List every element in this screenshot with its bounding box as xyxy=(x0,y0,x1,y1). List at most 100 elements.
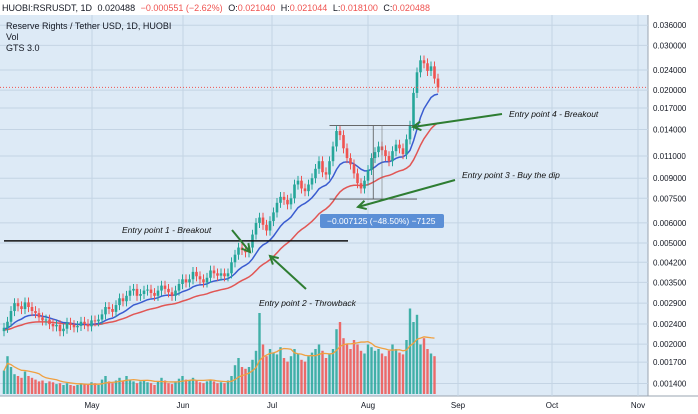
candle-body xyxy=(282,196,286,200)
candle-body xyxy=(48,319,51,325)
volume-bar xyxy=(55,384,58,394)
volume-bar xyxy=(300,359,303,394)
candle xyxy=(205,272,209,288)
legend-title[interactable]: Reserve Rights / Tether USD, 1D, HUOBI xyxy=(6,21,171,31)
candle-body xyxy=(6,321,9,328)
candle xyxy=(16,298,20,312)
header-bar xyxy=(0,0,698,15)
candle xyxy=(142,285,146,300)
arrow-head xyxy=(355,200,367,211)
header-o-label: O: xyxy=(228,3,238,13)
volume-bar xyxy=(27,376,30,394)
volume-bar xyxy=(429,353,433,394)
volume-bar xyxy=(352,340,356,394)
candle xyxy=(391,146,394,167)
candle xyxy=(209,265,212,283)
candle xyxy=(268,216,272,236)
candle-body xyxy=(342,135,345,149)
candle-body xyxy=(79,321,83,326)
time-axis-area[interactable] xyxy=(0,396,698,414)
candle xyxy=(219,268,223,281)
y-tick-label: 0.024000 xyxy=(653,66,687,75)
arrow-shaft xyxy=(231,229,251,253)
legend-gts[interactable]: GTS 3.0 xyxy=(6,43,40,53)
candle xyxy=(65,317,69,334)
candle-body xyxy=(426,63,429,71)
volume-bar xyxy=(223,383,226,394)
measure-box[interactable] xyxy=(320,214,444,228)
entry4-label: Entry point 4 - Breakout xyxy=(509,109,599,119)
candle-body xyxy=(433,66,436,79)
volume-bar xyxy=(118,377,121,394)
candle xyxy=(331,141,335,167)
arrow-head xyxy=(241,242,252,254)
candle-body xyxy=(268,221,272,231)
candle xyxy=(107,302,111,315)
candle xyxy=(9,306,13,327)
candle-body xyxy=(328,161,331,175)
volume-bar xyxy=(415,314,419,394)
candle-body xyxy=(198,276,202,280)
candle xyxy=(254,218,258,240)
candle-body xyxy=(377,146,380,153)
volume-bar xyxy=(177,378,181,394)
volume-bar xyxy=(65,383,69,394)
volume-bar xyxy=(398,352,401,394)
candle-body xyxy=(338,131,342,136)
header-l-value: 0.018100 xyxy=(340,3,378,13)
volume-bar xyxy=(240,367,244,394)
arrow-entry1-icon xyxy=(231,229,252,254)
candle xyxy=(338,126,342,141)
candle xyxy=(58,320,62,337)
candle xyxy=(79,316,83,331)
volume-bar xyxy=(342,338,345,394)
volume-bar xyxy=(97,385,100,394)
volume-bar xyxy=(76,385,79,394)
plot-area[interactable] xyxy=(0,15,648,396)
volume-bar xyxy=(48,381,51,394)
volume-bar xyxy=(426,349,429,394)
volume-bar xyxy=(363,353,366,394)
candle-body xyxy=(366,169,370,181)
volume-bar xyxy=(370,347,373,394)
candle xyxy=(412,88,415,131)
candle-body xyxy=(300,180,303,189)
candle xyxy=(125,290,128,307)
header-symbol: HUOBI:RSRUSDT, 1D xyxy=(2,3,93,13)
candle-body xyxy=(286,199,289,205)
y-tick-label: 0.014000 xyxy=(653,125,687,134)
volume-bar xyxy=(419,344,422,394)
candle xyxy=(426,58,429,76)
candle xyxy=(258,212,261,229)
volume-bar xyxy=(114,380,118,394)
candle xyxy=(69,317,72,331)
candle-body xyxy=(370,158,373,170)
x-tick-label: Jun xyxy=(177,401,190,410)
candle-body xyxy=(2,327,6,332)
candle-body xyxy=(209,270,212,278)
legend-vol[interactable]: Vol xyxy=(6,32,19,42)
volume-bar xyxy=(286,361,289,394)
candle-body xyxy=(265,224,268,231)
volume-bar xyxy=(408,308,412,394)
candle xyxy=(163,280,167,294)
candle xyxy=(265,219,268,236)
volume-bar xyxy=(128,379,132,394)
candle xyxy=(86,319,90,332)
volume-bar xyxy=(69,385,72,394)
candle xyxy=(188,274,191,288)
price-axis-area[interactable] xyxy=(648,15,698,396)
candle xyxy=(307,179,310,197)
candle-body xyxy=(76,325,79,328)
volume-bar xyxy=(13,374,16,394)
candle-body xyxy=(335,131,338,147)
candle-body xyxy=(296,180,300,185)
volume-bar xyxy=(387,350,391,394)
candle xyxy=(181,274,184,290)
candle xyxy=(93,315,97,327)
candle xyxy=(90,315,93,332)
candle xyxy=(408,120,412,145)
volume-bar xyxy=(338,322,342,394)
candle xyxy=(363,175,366,194)
